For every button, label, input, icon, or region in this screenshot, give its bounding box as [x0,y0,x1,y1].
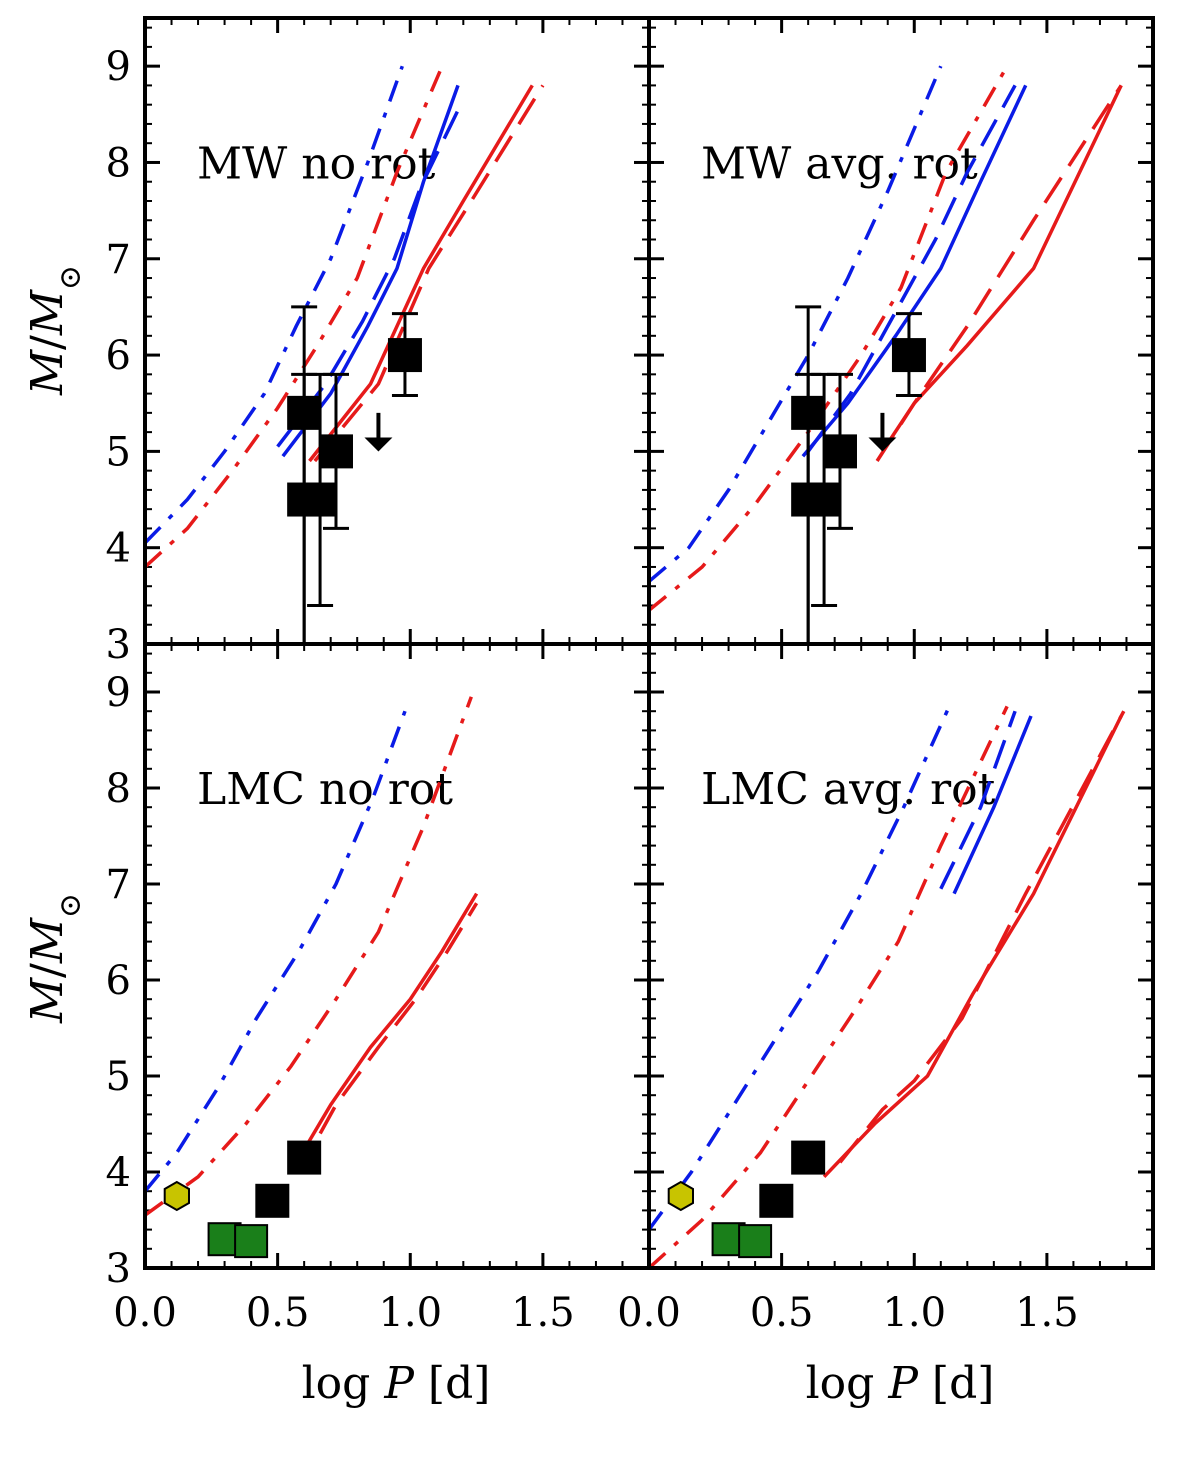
panel-label: LMC no rot [197,764,453,815]
y-tick-label: 5 [106,429,131,475]
y-tick-label: 6 [106,958,131,1004]
marker-square-black [318,434,353,469]
marker-square-black [822,434,857,469]
panel-1: 3 4 5 6 7 8 9 MW no rot [106,16,651,668]
series-line-red-solid [308,84,534,463]
panel-label: MW avg. rot [701,138,978,189]
series-line-blue-dashed [806,84,1017,453]
x-tick-label: 1.5 [1015,1290,1079,1336]
panel-4: 0.0 0.5 1.0 1.5 LMC avg. rot [617,642,1155,1336]
panel-label: MW no rot [197,138,436,189]
x-tick-label: 1.5 [511,1290,575,1336]
series-line-blue-dashdot [649,700,953,1231]
series-line-red-dashed [838,710,1126,1164]
series-line-blue-dashed [939,710,1017,890]
series-line-red-dashed [313,84,545,463]
panel-2: MW avg. rot [647,16,1155,646]
upper-limit-arrowhead [364,437,393,452]
series-line-blue-dashdot [649,65,943,583]
series-group [649,700,1126,1268]
series-line-red-dashdot [145,696,473,1217]
ylabel-top: M/M⊙ [22,265,88,396]
series-group [145,65,545,644]
marker-square-black [791,395,826,430]
panel-label: LMC avg. rot [701,764,996,815]
marker-square-black [287,1140,322,1175]
y-tick-label: 8 [106,766,131,812]
series-line-red-dashed [297,902,479,1173]
y-tick-label: 7 [106,237,131,283]
series-line-red-dashed [875,84,1123,462]
series-line-red-solid [289,892,479,1173]
y-tick-label: 9 [106,44,131,90]
y-tick-label: 3 [106,622,131,668]
marker-square-black [807,482,842,517]
xlabel-left: log P [d] [302,1358,491,1409]
marker-square-black [255,1183,290,1218]
series-group [145,696,479,1259]
series-line-blue-dashdot [145,65,404,545]
marker-square-black [759,1183,794,1218]
y-tick-label: 3 [106,1246,131,1292]
series-group [649,65,1123,644]
y-tick-label: 7 [106,862,131,908]
marker-hexagon-yellow [163,1180,190,1212]
series-line-blue-solid [952,715,1033,895]
panel-frame [647,642,1155,1270]
ylabel-bottom: M/M⊙ [22,893,88,1024]
marker-square-black [387,338,422,373]
y-tick-label: 4 [106,526,131,572]
series-line-blue-dashed [276,103,463,448]
marker-square-green [234,1224,269,1259]
y-tick-label: 8 [106,140,131,186]
x-tick-label: 0.0 [617,1290,681,1336]
upper-limit-arrowhead [868,437,897,452]
series-line-blue-dashdot [145,710,407,1193]
series-line-red-dashdot [145,65,444,569]
panels-group: 3 4 5 6 7 8 9 MW no rot MW avg. rot 0.0 0.5 1.0 1.5 3… [106,16,1155,1336]
x-tick-label: 0.0 [113,1290,177,1336]
y-tick-label: 6 [106,333,131,379]
x-tick-label: 1.0 [882,1290,946,1336]
y-tick-label: 9 [106,670,131,716]
marker-square-green [738,1224,773,1259]
marker-hexagon-yellow [667,1180,694,1212]
y-tick-label: 5 [106,1054,131,1100]
series-line-red-dashdot [649,705,1009,1268]
y-tick-label: 4 [106,1150,131,1196]
series-line-red-solid [822,715,1123,1179]
marker-square-black [791,1140,826,1175]
x-tick-label: 1.0 [378,1290,442,1336]
x-tick-label: 0.5 [750,1290,814,1336]
series-line-red-dashdot [649,65,1009,612]
marker-square-black [303,482,338,517]
xlabel-right: log P [d] [806,1358,995,1409]
marker-square-black [891,338,926,373]
marker-square-black [287,395,322,430]
x-tick-label: 0.5 [246,1290,310,1336]
